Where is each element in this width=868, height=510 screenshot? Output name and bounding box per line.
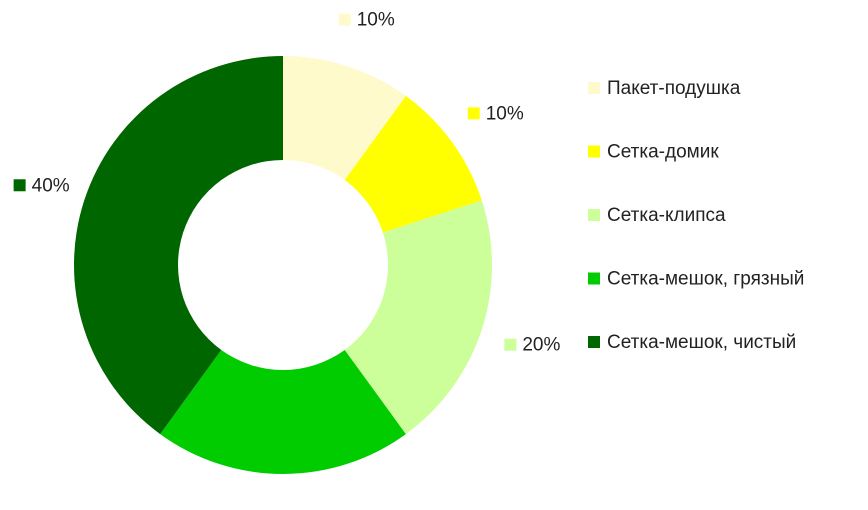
donut-slice xyxy=(344,95,482,233)
data-label-marker xyxy=(504,338,517,351)
legend-marker xyxy=(588,145,600,158)
legend-marker xyxy=(588,336,600,348)
data-label-marker xyxy=(467,107,480,120)
legend-marker xyxy=(588,82,600,94)
legend-label: Сетка-домик xyxy=(607,142,719,163)
legend-marker xyxy=(588,209,600,221)
legend-label: Сетка-мешок, чистый xyxy=(607,332,796,353)
legend-marker xyxy=(588,272,600,285)
donut-slice xyxy=(283,56,406,181)
donut-slice xyxy=(344,200,492,435)
data-label-marker xyxy=(338,13,351,26)
legend-label: Сетка-мешок, грязный xyxy=(607,269,804,290)
data-label: 10% xyxy=(357,10,395,31)
data-label: 20% xyxy=(522,335,560,356)
data-label-marker xyxy=(13,179,26,192)
donut-slice xyxy=(73,56,283,435)
data-label: 10% xyxy=(486,103,524,124)
legend-label: Пакет-подушка xyxy=(607,78,741,99)
legend-label: Сетка-клипса xyxy=(607,205,726,226)
data-label: 40% xyxy=(32,175,70,196)
donut-slice xyxy=(160,349,406,475)
